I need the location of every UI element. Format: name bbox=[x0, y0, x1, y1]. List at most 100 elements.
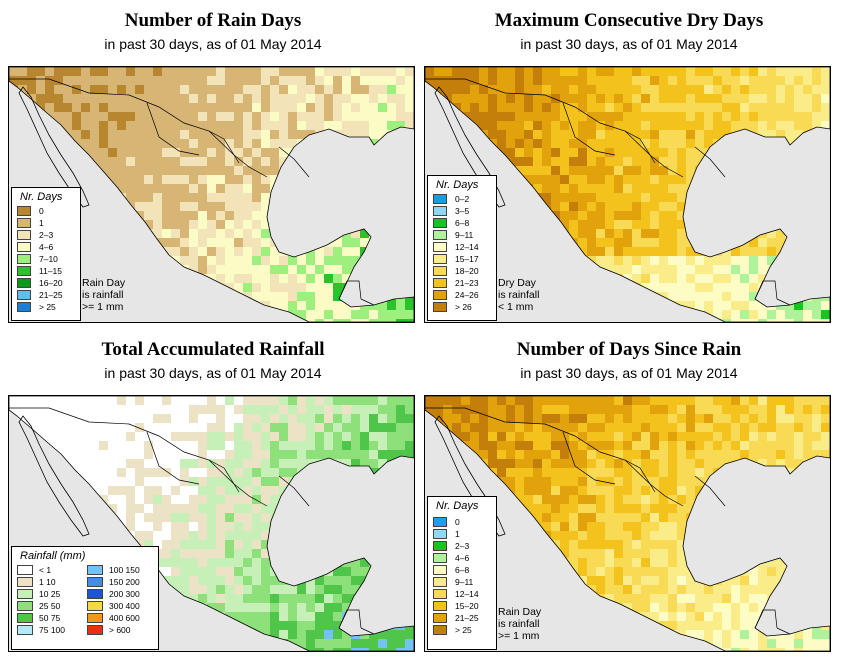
map-accumulated-rainfall: Rainfall (mm) < 1 1 10 10 25 25 50 50 75… bbox=[8, 395, 415, 652]
legend-swatch bbox=[17, 601, 33, 611]
legend-label: 0–2 bbox=[455, 194, 469, 204]
legend-swatch bbox=[433, 601, 447, 611]
legend-swatch bbox=[433, 254, 447, 264]
legend-label: 24–26 bbox=[455, 290, 479, 300]
legend-label: 18–20 bbox=[455, 266, 479, 276]
legend-swatch bbox=[433, 553, 447, 563]
legend-swatch bbox=[87, 601, 103, 611]
legend-swatch bbox=[433, 206, 447, 216]
legend-label: 15–20 bbox=[455, 601, 479, 611]
panel-dry-days: Maximum Consecutive Dry Days in past 30 … bbox=[424, 10, 834, 330]
legend-label: 11–15 bbox=[39, 266, 62, 276]
legend-swatch bbox=[433, 517, 447, 527]
legend-label: 200 300 bbox=[109, 589, 140, 599]
state-border bbox=[777, 299, 790, 305]
legend-label: > 600 bbox=[109, 625, 131, 635]
legend-swatch bbox=[17, 218, 31, 228]
legend-label: 10 25 bbox=[39, 589, 60, 599]
map-legend: Nr. Days 0 1 2–3 4–6 6–8 9–11 12–14 15–2… bbox=[427, 496, 497, 650]
note-line: Rain Day bbox=[82, 277, 125, 289]
legend-label: 2–3 bbox=[455, 541, 469, 551]
legend-label: 50 75 bbox=[39, 613, 60, 623]
legend-label: 300 400 bbox=[109, 601, 140, 611]
legend-swatch bbox=[87, 577, 103, 587]
legend-swatch bbox=[17, 613, 33, 623]
state-border bbox=[361, 628, 374, 634]
legend-swatch bbox=[433, 242, 447, 252]
legend-label: 1 10 bbox=[39, 577, 56, 587]
legend-swatch bbox=[433, 266, 447, 276]
panel-subtitle: in past 30 days, as of 01 May 2014 bbox=[424, 36, 834, 52]
panel-subtitle: in past 30 days, as of 01 May 2014 bbox=[8, 36, 418, 52]
legend-swatch bbox=[17, 565, 33, 575]
legend-label: > 26 bbox=[455, 302, 472, 312]
legend-swatch bbox=[17, 206, 31, 216]
legend-label: 21–25 bbox=[39, 290, 63, 300]
legend-swatch bbox=[17, 577, 33, 587]
legend-label: 0 bbox=[39, 206, 44, 216]
legend-label: 400 600 bbox=[109, 613, 140, 623]
note-line: >= 1 mm bbox=[82, 301, 125, 313]
legend-swatch bbox=[87, 589, 103, 599]
map-legend: Rainfall (mm) < 1 1 10 10 25 25 50 50 75… bbox=[11, 546, 159, 650]
panel-subtitle: in past 30 days, as of 01 May 2014 bbox=[424, 365, 834, 381]
legend-swatch bbox=[433, 565, 447, 575]
legend-swatch bbox=[433, 278, 447, 288]
state-border bbox=[777, 628, 790, 634]
legend-title: Rainfall (mm) bbox=[20, 550, 85, 562]
legend-swatch bbox=[433, 194, 447, 204]
panel-title: Total Accumulated Rainfall bbox=[8, 339, 418, 361]
legend-swatch bbox=[433, 302, 447, 312]
legend-label: 12–14 bbox=[455, 589, 479, 599]
legend-swatch bbox=[433, 230, 447, 240]
legend-label: 21–25 bbox=[455, 613, 479, 623]
legend-label: 0 bbox=[455, 517, 460, 527]
legend-label: 21–23 bbox=[455, 278, 479, 288]
legend-label: 9–11 bbox=[455, 577, 473, 587]
panel-title: Maximum Consecutive Dry Days bbox=[424, 10, 834, 32]
note-line: >= 1 mm bbox=[498, 630, 541, 642]
panel-days-since-rain: Number of Days Since Rain in past 30 day… bbox=[424, 339, 834, 659]
map-legend: Nr. Days 0 1 2–3 4–6 7–10 11–15 16–20 21… bbox=[11, 187, 81, 321]
note-line: Dry Day bbox=[498, 277, 539, 289]
legend-swatch bbox=[17, 278, 31, 288]
note-line: is rainfall bbox=[498, 618, 541, 630]
legend-swatch bbox=[433, 613, 447, 623]
legend-label: > 25 bbox=[39, 302, 56, 312]
legend-swatch bbox=[87, 565, 103, 575]
legend-swatch bbox=[17, 302, 31, 312]
legend-label: 12–14 bbox=[455, 242, 479, 252]
legend-swatch bbox=[433, 625, 447, 635]
legend-label: 75 100 bbox=[39, 625, 65, 635]
map-days-since-rain: Nr. Days 0 1 2–3 4–6 6–8 9–11 12–14 15–2… bbox=[424, 395, 831, 652]
map-legend: Nr. Days 0–2 3–5 6–8 9–11 12–14 15–17 18… bbox=[427, 175, 497, 321]
state-border bbox=[361, 299, 374, 305]
legend-label: < 1 bbox=[39, 565, 51, 575]
legend-label: 7–10 bbox=[39, 254, 58, 264]
legend-label: 4–6 bbox=[455, 553, 469, 563]
legend-swatch bbox=[433, 218, 447, 228]
panel-title: Number of Days Since Rain bbox=[424, 339, 834, 361]
panel-subtitle: in past 30 days, as of 01 May 2014 bbox=[8, 365, 418, 381]
panel-accumulated-rainfall: Total Accumulated Rainfall in past 30 da… bbox=[8, 339, 418, 659]
legend-label: 9–11 bbox=[455, 230, 473, 240]
note-line: Rain Day bbox=[498, 606, 541, 618]
legend-swatch bbox=[433, 290, 447, 300]
legend-label: 3–5 bbox=[455, 206, 469, 216]
legend-swatch bbox=[433, 589, 447, 599]
legend-label: 2–3 bbox=[39, 230, 53, 240]
legend-swatch bbox=[17, 230, 31, 240]
legend-label: 150 200 bbox=[109, 577, 140, 587]
legend-swatch bbox=[87, 625, 103, 635]
map-dry-days: Nr. Days 0–2 3–5 6–8 9–11 12–14 15–17 18… bbox=[424, 66, 831, 323]
legend-label: 15–17 bbox=[455, 254, 479, 264]
legend-title: Nr. Days bbox=[20, 191, 62, 203]
note-line: is rainfall bbox=[498, 289, 539, 301]
legend-title: Nr. Days bbox=[436, 179, 478, 191]
legend-label: 25 50 bbox=[39, 601, 60, 611]
legend-swatch bbox=[87, 613, 103, 623]
legend-title: Nr. Days bbox=[436, 500, 478, 512]
legend-swatch bbox=[17, 266, 31, 276]
